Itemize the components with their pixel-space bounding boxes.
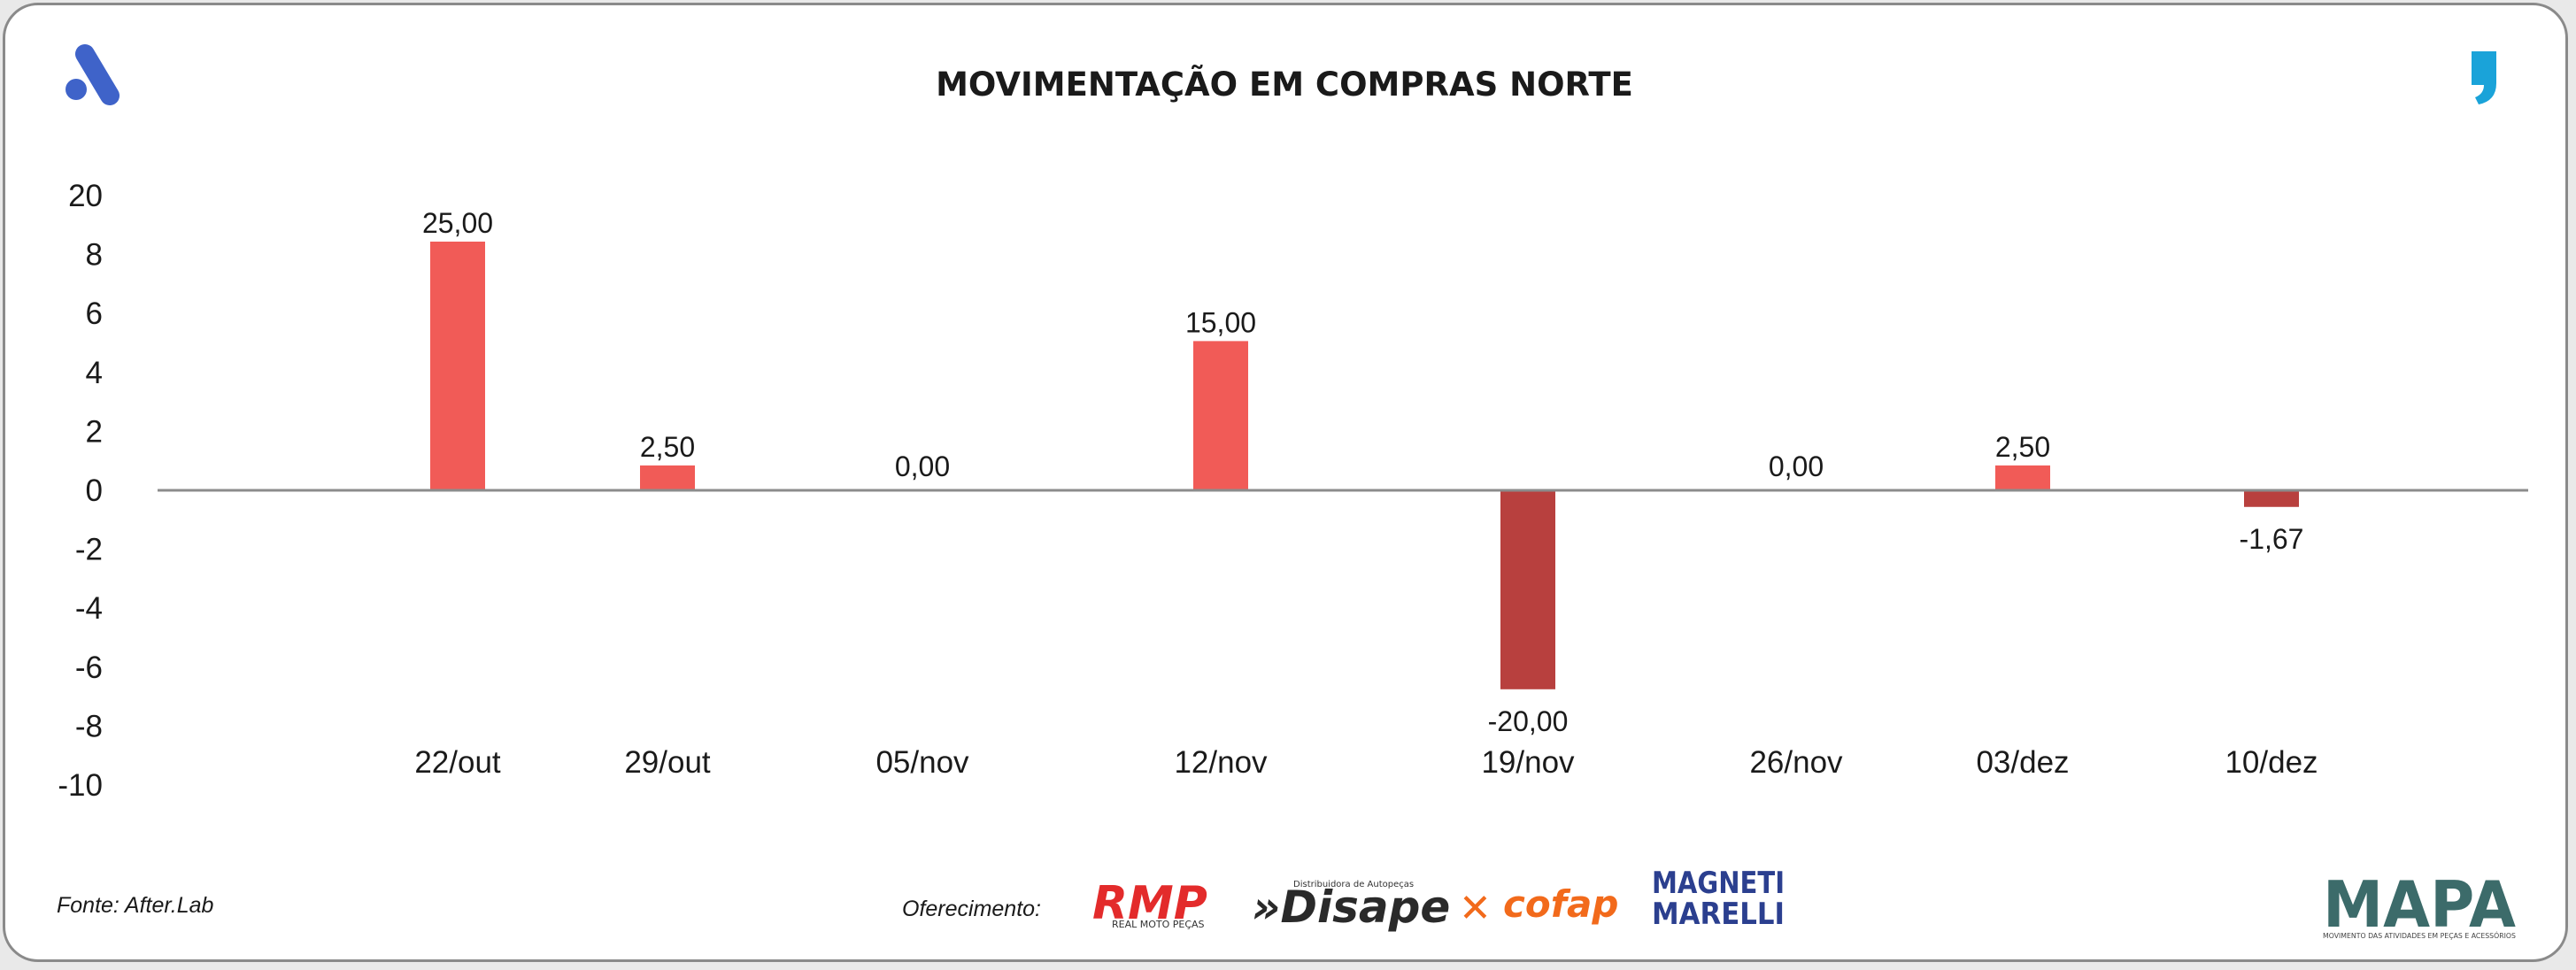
data-label: -20,00 (1488, 705, 1569, 737)
data-label: 0,00 (1769, 450, 1824, 482)
y-tick-label: -8 (75, 709, 103, 743)
data-label: -1,67 (2240, 523, 2304, 555)
svg-text:MOVIMENTO DAS ATIVIDADES EM PE: MOVIMENTO DAS ATIVIDADES EM PEÇAS E ACES… (2323, 932, 2516, 940)
data-labels: 25,00 2,50 0,00 15,00 -20,00 0,00 2,50 -1,67 (422, 207, 2304, 737)
bar-29-out (640, 465, 695, 490)
sponsor-logo-magneti-marelli: MAGNETI MARELLI (1652, 866, 1785, 932)
sponsor-label: Oferecimento: (902, 897, 1041, 921)
x-axis: 22/out 29/out 05/nov 12/nov 19/nov 26/nov 03/d… (414, 745, 2318, 780)
x-tick-label: 29/out (624, 745, 711, 780)
mapa-logo: MAPA MOVIMENTO DAS ATIVIDADES EM PEÇAS E… (2323, 867, 2516, 942)
brand-quote-icon (2472, 51, 2496, 104)
bar-19-nov (1500, 490, 1555, 689)
sponsor-logo-rmp: RMP REAL MOTO PEÇAS (1092, 877, 1207, 930)
x-tick-label: 05/nov (875, 745, 969, 780)
svg-text:cofap: cofap (1503, 882, 1618, 926)
svg-text:Distribuidora de Autopeças: Distribuidora de Autopeças (1293, 880, 1414, 889)
brand-a-logo (66, 44, 120, 105)
chart-title: MOVIMENTAÇÃO EM COMPRAS NORTE (936, 65, 1633, 104)
y-tick-label: -4 (75, 591, 103, 626)
y-tick-label: 2 (86, 414, 103, 449)
bar-03-dez (1995, 465, 2050, 490)
x-tick-label: 03/dez (1976, 745, 2069, 780)
svg-text:MARELLI: MARELLI (1652, 897, 1785, 932)
x-tick-label: 12/nov (1174, 745, 1268, 780)
svg-text:RMP: RMP (1092, 877, 1207, 930)
svg-text:REAL MOTO PEÇAS: REAL MOTO PEÇAS (1112, 919, 1205, 930)
y-tick-label: -6 (75, 651, 103, 685)
bars-group (430, 242, 2299, 689)
x-tick-label: 10/dez (2225, 745, 2318, 780)
data-label: 0,00 (895, 450, 950, 482)
data-label: 2,50 (640, 431, 695, 463)
chart-canvas: MOVIMENTAÇÃO EM COMPRAS NORTE 2086420-2-… (57, 44, 2528, 942)
svg-text:»Disape: »Disape (1252, 881, 1450, 933)
y-tick-label: 0 (86, 473, 103, 508)
sponsor-logo-cofap: ✕ cofap (1459, 882, 1618, 931)
y-tick-label: 20 (68, 179, 103, 213)
data-label: 15,00 (1185, 306, 1256, 338)
svg-text:MAGNETI: MAGNETI (1652, 866, 1785, 901)
y-tick-label: 4 (86, 356, 103, 390)
data-label: 25,00 (422, 207, 493, 239)
data-label: 2,50 (1995, 431, 2050, 463)
chart-card: MOVIMENTAÇÃO EM COMPRAS NORTE 20 8 6 4 2 0 -2-… (3, 3, 2568, 962)
source-note: Fonte: After.Lab (57, 893, 214, 918)
x-tick-label: 19/nov (1481, 745, 1575, 780)
y-tick-label: -10 (58, 768, 103, 803)
y-tick-label: 8 (86, 238, 103, 273)
bar-22-out (430, 242, 485, 490)
x-tick-label: 26/nov (1749, 745, 1843, 780)
svg-text:MAPA: MAPA (2323, 867, 2516, 942)
x-tick-label: 22/out (414, 745, 501, 780)
sponsor-logo-disape: Distribuidora de Autopeças »Disape (1252, 880, 1450, 933)
bar-10-dez (2244, 490, 2299, 507)
bar-12-nov (1193, 341, 1248, 490)
y-tick-label: -2 (75, 533, 103, 567)
y-tick-label: 6 (86, 296, 103, 331)
svg-text:✕: ✕ (1459, 886, 1492, 931)
